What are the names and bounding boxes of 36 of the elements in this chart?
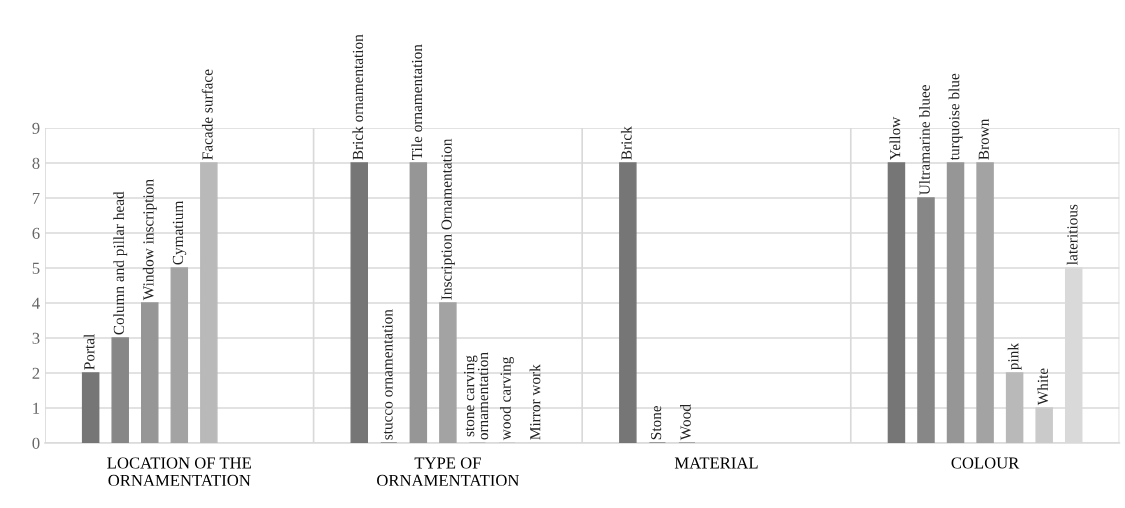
data-label: Brick ornamentation <box>352 34 364 160</box>
data-label: Stone <box>650 405 662 440</box>
data-label: Cymatium <box>172 200 187 265</box>
data-label: Inscription Ornamentation <box>441 138 455 300</box>
data-label: Brick <box>620 126 632 160</box>
y-tick-label: 0 <box>32 437 40 449</box>
y-tick-label: 4 <box>32 297 40 309</box>
data-label: wood carving <box>500 356 514 441</box>
data-label: Window inscription <box>142 179 157 301</box>
data-label: turquoise blue <box>948 73 963 161</box>
x-tick-label: MATERIAL <box>674 457 758 469</box>
y-tick-label: 8 <box>32 157 40 169</box>
data-label: Ultramarine bluee <box>919 85 930 195</box>
y-tick-label: 3 <box>32 332 40 344</box>
y-tick-label: 1 <box>33 402 40 414</box>
data-label: pink <box>1007 343 1022 370</box>
y-tick-label: 9 <box>32 122 40 134</box>
data-label: stucco ornamentation <box>382 309 393 440</box>
y-tick-label: 5 <box>32 262 40 274</box>
y-tick-label: 6 <box>32 227 40 239</box>
data-label: Tile ornamentation <box>411 44 423 160</box>
data-label: Portal <box>83 334 95 370</box>
data-label: Facade surface <box>201 69 213 160</box>
data-label: Wood <box>680 404 691 441</box>
y-tick-label: 2 <box>32 367 40 379</box>
data-label: stone carving ornamentation <box>464 352 489 440</box>
data-label: Mirror work <box>529 364 541 440</box>
data-label: White <box>1037 368 1049 406</box>
x-tick-label: LOCATION OF THE ORNAMENTATION <box>107 457 251 487</box>
x-tick-label: COLOUR <box>951 457 1020 469</box>
y-tick-label: 7 <box>32 192 40 204</box>
data-label: Column and pillar head <box>113 191 128 335</box>
x-tick-label: TYPE OF ORNAMENTATION <box>377 457 520 487</box>
data-label: lateritious <box>1066 204 1078 265</box>
data-label: Brown <box>978 118 989 160</box>
data-label: Yellow <box>889 116 901 161</box>
